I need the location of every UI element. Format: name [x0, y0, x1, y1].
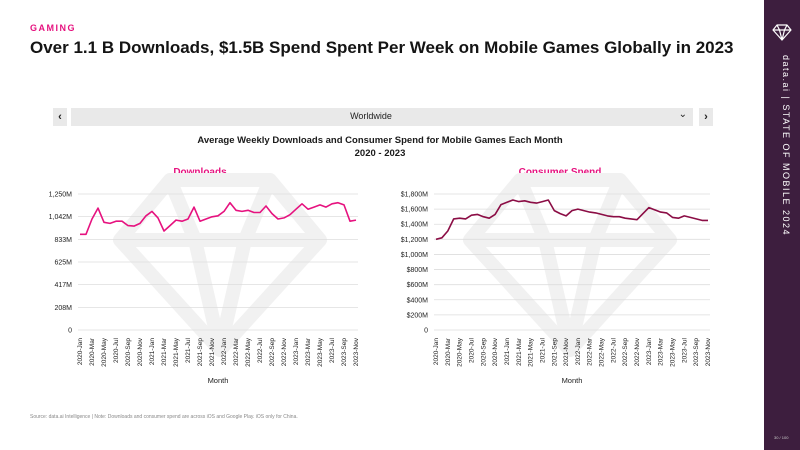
downloads-x-tick-label: 2020-May	[101, 337, 108, 367]
chart-title: Average Weekly Downloads and Consumer Sp…	[197, 135, 563, 146]
spend-y-tick-label: $1,000M	[401, 252, 428, 259]
spend-x-tick-label: 2023-Mar	[658, 337, 665, 366]
sidebar-report-title: data.ai | STATE OF MOBILE 2024	[781, 55, 791, 237]
slide: GAMING Over 1.1 B Downloads, $1.5B Spend…	[30, 23, 734, 420]
spend-x-tick-label: 2023-Nov	[705, 337, 712, 366]
downloads-chart-title: Downloads	[173, 167, 227, 178]
downloads-x-tick-label: 2020-Jan	[77, 338, 84, 365]
downloads-series-line	[80, 201, 357, 236]
spend-x-tick-label: 2023-Jan	[646, 338, 653, 365]
region-selector: ‹ Worldwide ⌄ ›	[53, 108, 713, 126]
spend-x-tick-label: 2020-Jul	[468, 337, 475, 362]
spend-x-tick-label: 2022-May	[599, 337, 606, 367]
page-number: 30 / 100	[774, 435, 789, 440]
spend-x-tick-label: 2020-Nov	[492, 337, 499, 366]
spend-x-tick-label: 2020-May	[457, 337, 464, 367]
downloads-y-tick-label: 625M	[54, 260, 72, 267]
spend-series-line	[435, 199, 708, 241]
region-dropdown[interactable]: Worldwide ⌄	[71, 108, 693, 126]
downloads-y-tick-label: 1,042M	[49, 214, 73, 221]
downloads-x-tick-label: 2022-Jan	[221, 338, 228, 365]
spend-y-tick-label: $1,800M	[401, 192, 428, 199]
downloads-x-tick-label: 2020-Mar	[89, 337, 96, 366]
downloads-x-tick-label: 2023-Sep	[341, 338, 348, 367]
spend-x-tick-label: 2021-Mar	[516, 337, 523, 366]
chevron-down-icon: ⌄	[678, 109, 687, 120]
downloads-x-tick-label: 2023-Jan	[293, 338, 300, 365]
downloads-x-tick-label: 2020-Nov	[137, 337, 144, 366]
downloads-x-tick-label: 2022-Mar	[233, 337, 240, 366]
spend-y-tick-label: $600M	[407, 282, 429, 289]
spend-x-tick-label: 2020-Sep	[480, 338, 487, 367]
downloads-x-tick-label: 2022-May	[245, 337, 252, 367]
downloads-y-tick-label: 0	[68, 328, 72, 335]
downloads-x-axis-title: Month	[208, 376, 229, 385]
spend-x-tick-label: 2022-Nov	[634, 337, 641, 366]
section-category: GAMING	[30, 23, 76, 33]
charts-canvas: 0 208M 417M 625M 833M 1,042M 1,250M 2020-Jan 202…	[49, 192, 712, 386]
spend-y-tick-label: 0	[424, 328, 428, 335]
spend-x-tick-label: 2022-Mar	[587, 337, 594, 366]
watermark-diamond-icon	[463, 173, 677, 357]
sidebar: data.ai | STATE OF MOBILE 2024 30 / 100	[764, 0, 800, 450]
spend-x-tick-label: 2021-Jul	[539, 337, 546, 362]
spend-x-tick-label: 2023-Jul	[681, 337, 688, 362]
downloads-x-tick-label: 2022-Jul	[257, 337, 264, 362]
spend-x-tick-label: 2020-Jan	[433, 338, 440, 365]
downloads-x-tick-label: 2023-Jul	[329, 337, 336, 362]
chevron-right-icon[interactable]: ›	[699, 108, 713, 126]
downloads-x-tick-label: 2023-May	[317, 337, 324, 367]
spend-y-tick-label: $1,400M	[401, 222, 428, 229]
downloads-x-tick-label: 2023-Mar	[305, 337, 312, 366]
downloads-x-tick-label: 2023-Nov	[353, 337, 360, 366]
downloads-y-tick-label: 417M	[54, 282, 72, 289]
downloads-x-tick-label: 2021-May	[173, 337, 180, 367]
spend-chart-title: Consumer Spend	[518, 167, 602, 178]
chevron-left-icon[interactable]: ‹	[53, 108, 67, 126]
spend-y-tick-label: $1,200M	[401, 237, 428, 244]
downloads-y-tick-label: 1,250M	[49, 192, 73, 199]
downloads-x-tick-label: 2021-Jan	[149, 338, 156, 365]
spend-x-tick-label: 2021-Jan	[504, 338, 511, 365]
spend-x-axis-title: Month	[562, 376, 583, 385]
spend-y-tick-label: $400M	[407, 297, 429, 304]
spend-y-tick-label: $1,600M	[401, 207, 428, 214]
spend-x-tick-label: 2021-Sep	[551, 338, 558, 367]
page-title: Over 1.1 B Downloads, $1.5B Spend Spent …	[30, 38, 734, 57]
spend-x-tick-label: 2022-Jan	[575, 338, 582, 365]
chart-subtitle: 2020 - 2023	[354, 148, 406, 159]
downloads-y-tick-label: 208M	[54, 305, 72, 312]
spend-y-tick-label: $200M	[407, 312, 429, 319]
diamond-logo-icon	[772, 24, 792, 41]
downloads-x-tick-label: 2021-Mar	[161, 337, 168, 366]
spend-x-tick-label: 2022-Jul	[610, 337, 617, 362]
region-dropdown-value: Worldwide	[350, 111, 392, 121]
spend-x-tick-label: 2021-May	[528, 337, 535, 367]
downloads-x-tick-label: 2021-Sep	[197, 338, 204, 367]
downloads-x-tick-label: 2021-Nov	[209, 337, 216, 366]
spend-x-tick-label: 2020-Mar	[445, 337, 452, 366]
downloads-x-tick-label: 2020-Sep	[125, 338, 132, 367]
downloads-x-tick-label: 2020-Jul	[113, 337, 120, 362]
downloads-y-tick-label: 833M	[54, 237, 72, 244]
spend-x-tick-label: 2022-Sep	[622, 338, 629, 367]
spend-x-tick-label: 2021-Nov	[563, 337, 570, 366]
downloads-x-tick-label: 2022-Nov	[281, 337, 288, 366]
downloads-x-tick-label: 2022-Sep	[269, 338, 276, 367]
downloads-x-tick-label: 2021-Jul	[185, 337, 192, 362]
spend-y-tick-label: $800M	[407, 267, 429, 274]
spend-x-tick-label: 2023-May	[670, 337, 677, 367]
source-note: Source: data.ai Intelligence | Note: Dow…	[30, 414, 298, 420]
spend-x-tick-label: 2023-Sep	[693, 338, 700, 367]
